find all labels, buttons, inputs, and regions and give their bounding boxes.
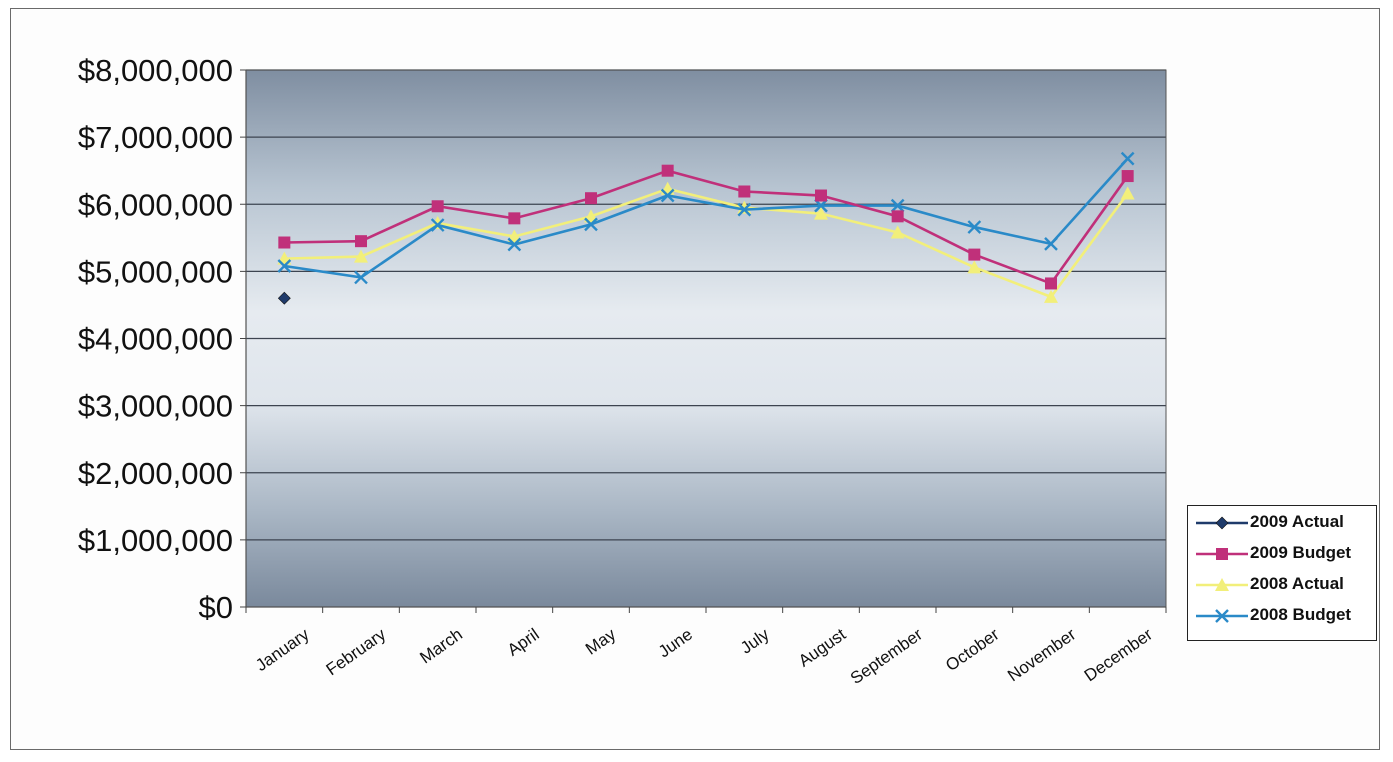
y-tick-label: $4,000,000	[78, 322, 233, 357]
data-point	[814, 198, 828, 213]
data-point	[1120, 186, 1135, 200]
data-point	[430, 218, 445, 232]
series-2009-actual	[277, 291, 291, 305]
series-line	[284, 157, 1129, 279]
y-tick-label: $5,000,000	[78, 254, 233, 289]
data-point	[815, 189, 827, 202]
legend-label: 2008 Budget	[1250, 605, 1352, 624]
data-point	[1120, 151, 1135, 166]
axes	[240, 69, 1167, 613]
data-point	[737, 202, 752, 217]
y-tick-label: $7,000,000	[78, 120, 233, 155]
y-tick-label: $2,000,000	[78, 456, 233, 491]
x-tick-label: August	[795, 625, 849, 671]
data-point	[968, 248, 981, 261]
legend-item: 2008 Actual	[1188, 570, 1376, 600]
data-point	[355, 235, 367, 248]
data-point	[661, 164, 674, 177]
data-point	[507, 229, 522, 243]
x-tick-label: April	[504, 625, 543, 660]
legend: 2009 Actual 2009 Budget 2008 Actual 2008 Bu…	[1187, 505, 1377, 641]
x-tick-label: February	[323, 624, 390, 679]
legend-label: 2009 Budget	[1250, 543, 1352, 562]
y-tick-label: $8,000,000	[78, 53, 233, 88]
line-chart: $0 $1,000,000 $2,000,000 $3,000,000 $4,000,0…	[78, 53, 1167, 688]
data-point	[890, 198, 905, 213]
data-point	[1121, 170, 1134, 183]
data-point	[814, 206, 828, 220]
legend-swatch	[1196, 516, 1248, 530]
x-tick-label: January	[252, 624, 313, 675]
data-point	[277, 259, 292, 273]
x-tick-label: December	[1081, 625, 1156, 686]
chart-frame: $0 $1,000,000 $2,000,000 $3,000,000 $4,000,0…	[10, 8, 1380, 750]
data-point	[967, 220, 982, 234]
data-point	[354, 249, 368, 263]
x-tick-label: June	[655, 625, 696, 662]
data-point	[584, 209, 598, 223]
series-lines	[277, 151, 1135, 305]
series-line	[284, 187, 1129, 299]
legend-label: 2009 Actual	[1250, 512, 1344, 531]
data-point	[277, 291, 291, 305]
legend-marker	[1215, 609, 1229, 623]
data-point	[584, 217, 598, 232]
x-tick-label: May	[582, 624, 620, 658]
series-2009-budget	[278, 164, 1134, 290]
data-point	[1044, 237, 1058, 251]
legend-label: 2008 Actual	[1250, 574, 1344, 593]
data-point	[354, 270, 368, 285]
data-point	[1044, 289, 1058, 303]
legend-item: 2009 Actual	[1188, 508, 1376, 538]
series-line	[284, 169, 1129, 286]
data-point	[585, 192, 597, 205]
legend-item: 2009 Budget	[1188, 539, 1376, 569]
data-point	[967, 260, 982, 274]
data-point	[890, 225, 905, 239]
legend-swatch	[1196, 578, 1248, 591]
legend-marker	[1215, 578, 1229, 591]
x-tick-label: October	[942, 625, 1003, 675]
series-2008-budget	[277, 151, 1135, 285]
legend-marker	[1215, 516, 1229, 530]
data-point	[431, 200, 444, 213]
y-tick-label: $0	[199, 590, 233, 625]
legend-item: 2008 Budget	[1188, 601, 1376, 631]
y-tick-label: $3,000,000	[78, 389, 233, 424]
x-tick-label: September	[847, 625, 926, 688]
x-tick-label: March	[416, 625, 466, 668]
data-point	[738, 185, 751, 198]
x-tick-label: November	[1004, 625, 1079, 686]
legend-swatch	[1196, 609, 1248, 623]
data-point	[660, 188, 675, 203]
x-axis-tick-labels: January February March April May June July Augu…	[252, 624, 1156, 688]
y-tick-label: $1,000,000	[78, 523, 233, 558]
data-point	[508, 212, 521, 225]
legend-marker	[1216, 548, 1228, 560]
data-point	[507, 237, 522, 252]
x-tick-label: July	[737, 624, 773, 657]
data-point	[891, 210, 904, 223]
legend-swatch	[1196, 548, 1248, 560]
data-point	[278, 236, 291, 249]
data-point	[1045, 277, 1057, 290]
y-tick-label: $6,000,000	[78, 187, 233, 222]
y-axis-tick-labels: $0 $1,000,000 $2,000,000 $3,000,000 $4,000,0…	[78, 53, 233, 625]
